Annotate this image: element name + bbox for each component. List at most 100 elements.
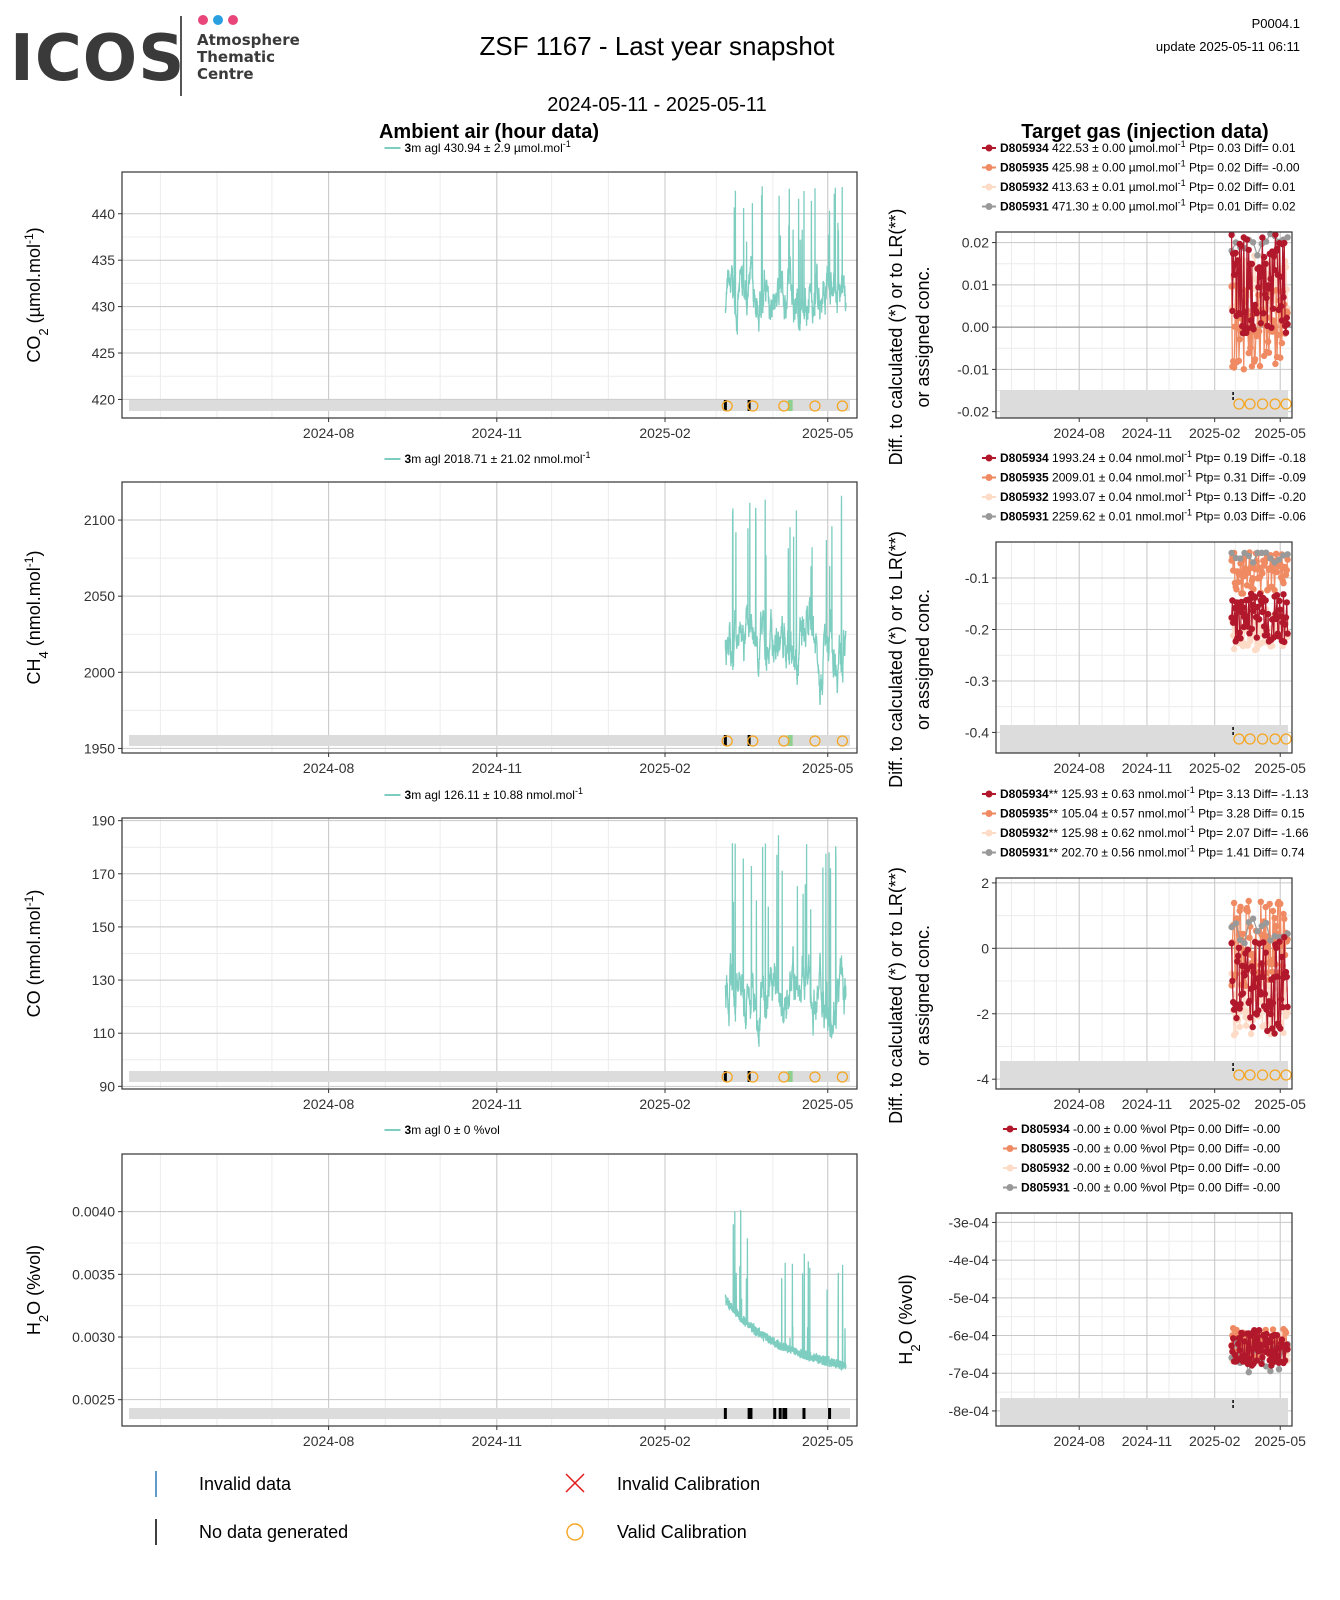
target-point (1260, 939, 1267, 946)
target-point (1256, 328, 1263, 335)
y-tick-label: 110 (93, 1025, 116, 1041)
target-point (1241, 1338, 1248, 1345)
target-point (1243, 966, 1251, 974)
valid-calibration-marker (809, 1071, 821, 1083)
target-point (1249, 559, 1257, 566)
y-tick-label: 0.02 (962, 235, 989, 251)
plot-border (121, 817, 858, 1090)
target-legend-swatch-dot (985, 164, 993, 171)
target-point (1258, 960, 1265, 967)
valid-calibration-marker (1269, 733, 1281, 745)
x-tick-label: 2024-11 (472, 1096, 523, 1112)
target-point (1254, 928, 1261, 935)
no-data-mark (723, 400, 727, 411)
target-point (1259, 973, 1266, 980)
target-point (1277, 302, 1285, 310)
target-point (1244, 946, 1252, 953)
x-tick-label: 2024-11 (472, 425, 523, 441)
target-legend-label: D805934 422.53 ± 0.00 µmol.mol-1 Ptp= 0.… (1000, 139, 1296, 155)
valid-calibration-marker (721, 735, 733, 747)
valid-calibration-marker (1280, 733, 1292, 745)
target-point (1230, 271, 1238, 278)
valid-calibration-marker (1244, 1069, 1256, 1081)
target-point (1248, 625, 1256, 633)
target-point (1246, 283, 1253, 290)
x-tick-label: 2025-05 (802, 760, 854, 776)
x-tick-label: 2024-11 (1122, 425, 1173, 441)
x-tick-label: 2025-05 (802, 1096, 854, 1112)
target-legend-label: D805934 -0.00 ± 0.00 %vol Ptp= 0.00 Diff… (1021, 1122, 1281, 1136)
h2o-target-panel: -8e-04 -7e-04 -6e-04 -5e-04 -4e-04 -3e-04 2024… (896, 1122, 1306, 1449)
target-point (1269, 305, 1277, 312)
target-point (1244, 908, 1252, 915)
x-tick-label: 2024-08 (1054, 760, 1106, 776)
target-point (1267, 1367, 1274, 1375)
x-tick-label: 2025-02 (1189, 1096, 1241, 1112)
x-tick-label: 2025-02 (639, 1433, 691, 1449)
logo-dot (228, 15, 238, 25)
x-tick-label: 2025-02 (1189, 760, 1241, 776)
target-point (1278, 953, 1286, 961)
x-tick-label: 2025-02 (639, 1096, 691, 1112)
target-point (1232, 920, 1240, 927)
target-point (1239, 1331, 1246, 1338)
logo-line: Thematic (197, 48, 275, 66)
target-point (1264, 631, 1271, 639)
target-point (1283, 973, 1291, 980)
y-tick-label: 0.0030 (72, 1329, 115, 1345)
y-axis-title: H2O (%vol) (896, 1274, 923, 1364)
target-point (1239, 590, 1247, 597)
target-point (1246, 997, 1253, 1005)
target-point (1282, 1329, 1290, 1336)
flag-green-mark (789, 735, 793, 746)
target-point (1242, 612, 1249, 619)
target-point (1243, 1022, 1250, 1029)
target-point (1284, 234, 1291, 241)
target-point (1254, 549, 1261, 556)
x-tick-label: 2024-08 (1054, 1096, 1106, 1112)
ambient-legend: 3m agl 430.94 ± 2.9 µmol.mol-1 (384, 139, 571, 155)
flag-band (129, 1408, 850, 1419)
x-tick-label: 2024-08 (303, 425, 355, 441)
y-tick-label: 0.0035 (72, 1266, 115, 1282)
plot-border (121, 171, 858, 419)
target-point (1239, 990, 1247, 997)
target-point (1256, 1327, 1263, 1334)
flag-band (129, 400, 850, 411)
target-point (1282, 968, 1290, 976)
target-point (1253, 1357, 1261, 1364)
target-point (1273, 550, 1280, 557)
valid-calibration-symbol (566, 1523, 584, 1541)
y-tick-label: 2000 (84, 664, 115, 680)
no-data-mark (773, 1408, 777, 1419)
target-point (1250, 326, 1257, 333)
target-legend-label: D805931 2259.62 ± 0.01 nmol.mol-1 Ptp= 0… (1000, 508, 1306, 524)
y-tick-label: -0.02 (957, 404, 989, 420)
valid-calibration-marker (1280, 398, 1292, 410)
ambient-section-title: Ambient air (hour data) (379, 121, 599, 143)
target-point (1257, 320, 1265, 327)
target-point (1245, 919, 1253, 926)
target-point (1266, 900, 1273, 908)
target-point (1264, 610, 1272, 618)
target-point (1267, 555, 1274, 562)
target-point (1231, 1351, 1239, 1359)
target-point (1281, 934, 1288, 941)
target-point (1280, 580, 1287, 587)
ambient-legend-label: 3m agl 126.11 ± 10.88 nmol.mol-1 (405, 786, 584, 802)
x-tick-label: 2024-08 (1054, 1433, 1106, 1449)
target-legend-label: D805935 2009.01 ± 0.04 nmol.mol-1 Ptp= 0… (1000, 469, 1306, 485)
target-point (1260, 1342, 1268, 1349)
x-tick-label: 2024-11 (472, 760, 523, 776)
y-tick-label: 1950 (84, 740, 115, 756)
target-point (1255, 1007, 1262, 1014)
target-legend-swatch-dot (985, 829, 993, 837)
target-point (1236, 570, 1243, 577)
target-point (1233, 586, 1240, 593)
y-tick-label: 170 (92, 866, 116, 882)
target-point (1245, 246, 1252, 254)
y-tick-label: -0.4 (965, 724, 989, 740)
y-tick-label: 90 (99, 1078, 115, 1094)
target-point (1230, 618, 1238, 625)
